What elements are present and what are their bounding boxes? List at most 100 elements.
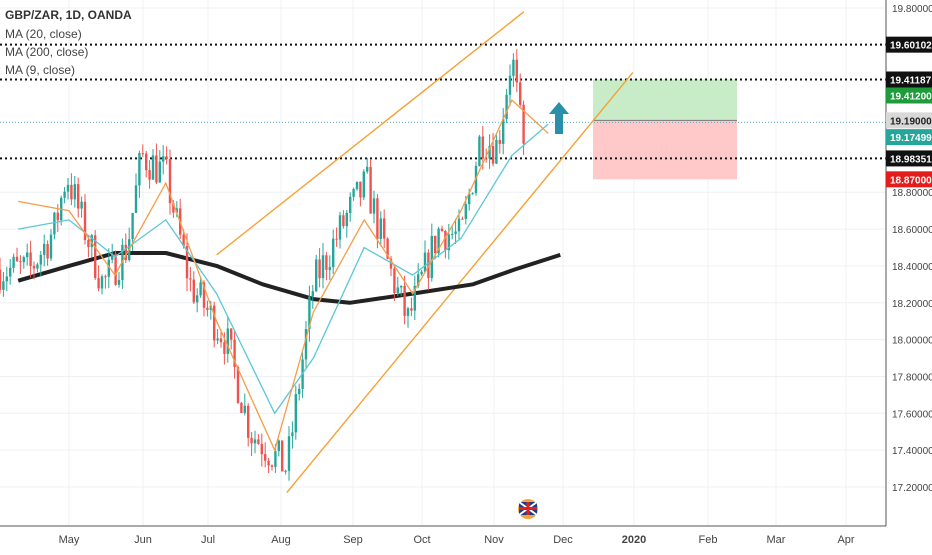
- candle: [328, 255, 331, 281]
- time-axis-bg: [0, 526, 932, 550]
- candle: [291, 421, 294, 449]
- up-arrow-icon[interactable]: [549, 102, 569, 134]
- up-arrow-shape[interactable]: [549, 102, 569, 134]
- candle: [423, 240, 427, 273]
- target-zone[interactable]: [593, 79, 737, 121]
- candle: [379, 211, 382, 247]
- candle: [284, 469, 287, 475]
- candle-body: [519, 82, 522, 105]
- price-label-level[interactable]: 18.98351: [886, 150, 932, 167]
- ascending-channel[interactable]: [216, 11, 634, 493]
- channel-upper-line[interactable]: [216, 11, 525, 256]
- candle: [128, 227, 131, 262]
- candle-body: [56, 212, 59, 221]
- candle-body: [213, 305, 216, 341]
- candle-body: [199, 282, 202, 296]
- candle-body: [298, 388, 301, 395]
- candle: [355, 181, 359, 191]
- candle: [29, 240, 32, 278]
- candle: [362, 169, 365, 201]
- candle-body: [240, 402, 243, 413]
- x-tick-label: Apr: [837, 534, 854, 546]
- price-label-level[interactable]: 19.60102: [886, 36, 932, 53]
- candle: [512, 53, 515, 88]
- candle: [257, 434, 260, 445]
- candle-body: [369, 166, 372, 214]
- candle: [325, 252, 328, 281]
- candle-body: [189, 278, 192, 280]
- price-label-target[interactable]: 19.41200: [886, 87, 932, 104]
- price-label-bg: [886, 36, 932, 53]
- candle-body: [284, 470, 287, 472]
- candle-body: [447, 234, 450, 251]
- price-label-stop[interactable]: 18.87000: [886, 171, 932, 188]
- candle-body: [36, 264, 39, 269]
- candle: [63, 186, 66, 204]
- candle: [437, 226, 440, 258]
- candle: [206, 300, 209, 317]
- candle-body: [196, 295, 199, 303]
- price-label-text: 19.41200: [890, 91, 932, 102]
- candle-body: [522, 104, 525, 144]
- candle: [39, 251, 42, 277]
- candle-body: [230, 328, 233, 340]
- y-tick-label: 18.60000: [892, 225, 932, 236]
- price-label-bg: [886, 87, 932, 104]
- candle-body: [440, 228, 444, 232]
- candle: [359, 181, 362, 207]
- candle-body: [117, 280, 121, 285]
- price-label-current[interactable]: 19.17499: [886, 129, 932, 146]
- candle-body: [264, 454, 267, 461]
- candle: [219, 329, 223, 348]
- channel-lower-line[interactable]: [286, 72, 634, 493]
- candle: [15, 247, 19, 262]
- candle-body: [485, 158, 488, 160]
- candle-body: [260, 443, 263, 455]
- candle: [369, 158, 372, 214]
- candle-body: [83, 201, 87, 240]
- candle-body: [12, 256, 15, 268]
- candle: [519, 73, 522, 109]
- candle: [111, 243, 114, 264]
- candle-body: [70, 184, 73, 200]
- candle: [287, 426, 291, 481]
- candle-body: [0, 269, 2, 290]
- candle-body: [495, 139, 498, 164]
- candle: [134, 173, 138, 214]
- candle-body: [464, 204, 467, 219]
- candle: [498, 130, 501, 154]
- position-tool[interactable]: [0, 79, 886, 180]
- candle: [43, 234, 46, 267]
- candle-body: [43, 243, 46, 255]
- candle: [396, 276, 399, 297]
- price-axis[interactable]: 17.20000 17.40000 17.60000 17.80000 18.00000…: [886, 4, 932, 494]
- candle: [491, 133, 495, 167]
- candle: [451, 225, 454, 240]
- candle-body: [321, 255, 325, 279]
- candle: [2, 271, 5, 297]
- stop-zone[interactable]: [593, 120, 737, 180]
- candle-body: [73, 184, 76, 200]
- price-label-level[interactable]: 19.41187: [886, 71, 932, 88]
- candle-body: [451, 234, 454, 236]
- price-label-entry[interactable]: 19.19000: [886, 112, 932, 129]
- candle-body: [383, 218, 386, 239]
- horizontal-levels[interactable]: [0, 43, 886, 160]
- candle-body: [141, 153, 144, 155]
- candle-body: [185, 245, 189, 279]
- candle: [26, 243, 29, 266]
- candle: [264, 442, 267, 468]
- candle: [420, 269, 423, 276]
- candle: [308, 285, 311, 342]
- candle: [107, 248, 110, 289]
- time-axis[interactable]: May Jun Jul Aug Sep Oct Nov Dec 2020 Feb Mar Apr: [59, 534, 855, 546]
- candle: [97, 265, 100, 292]
- candle-body: [359, 181, 362, 198]
- candle-body: [406, 308, 410, 316]
- candle: [162, 145, 165, 175]
- candle-body: [457, 218, 461, 232]
- candle-body: [32, 265, 36, 269]
- candle-body: [423, 252, 427, 272]
